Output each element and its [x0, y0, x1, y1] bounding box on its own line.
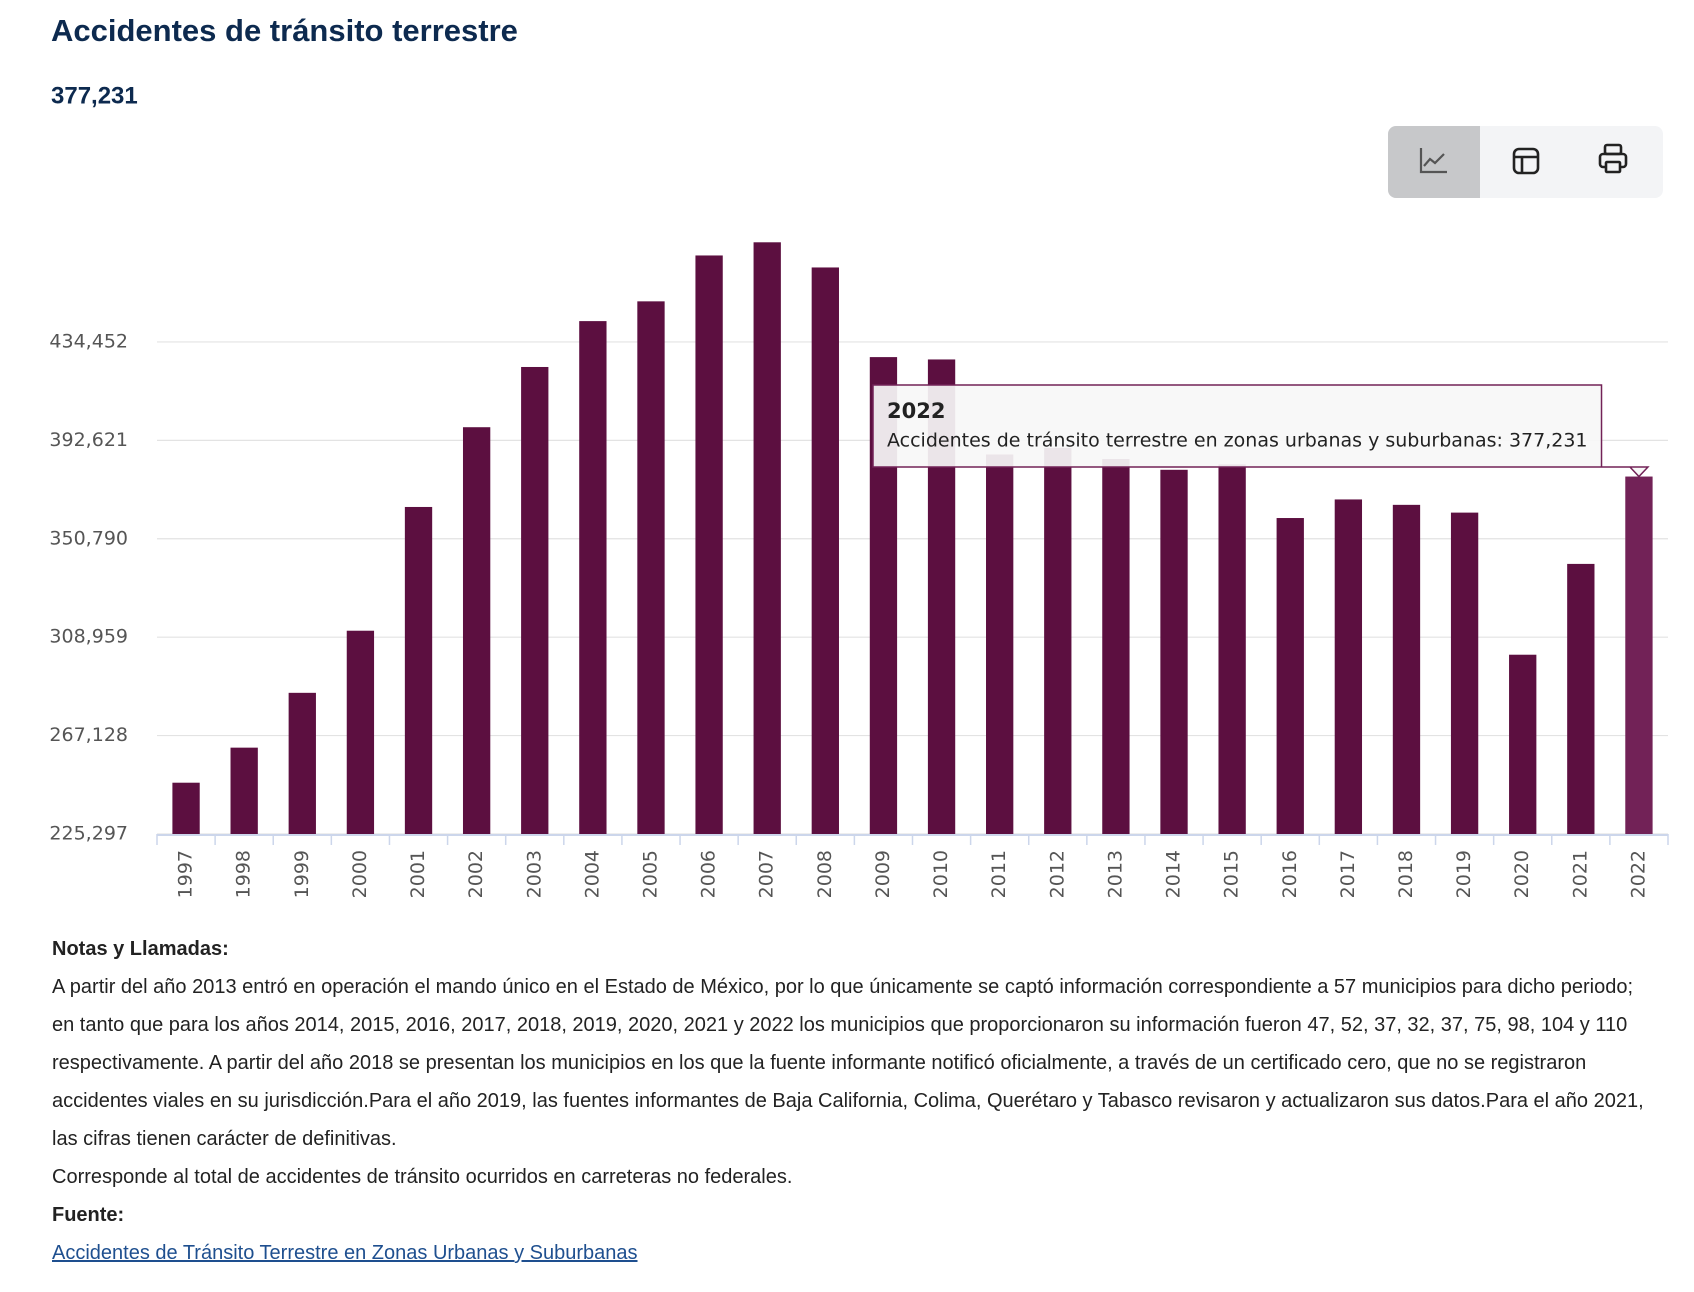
x-tick-label: 2017 — [1337, 850, 1359, 898]
x-tick-label: 2011 — [988, 850, 1010, 898]
chart-title: Accidentes de tránsito terrestre — [51, 13, 518, 48]
x-tick-label: 2007 — [756, 850, 778, 898]
notes-heading: Notas y Llamadas: — [52, 938, 229, 960]
bar — [404, 506, 433, 834]
x-tick-label: 1998 — [233, 850, 255, 898]
notes: Notas y Llamadas: A partir del año 2013 … — [52, 930, 1652, 1272]
chart: Accidentes de tránsito terrestre 377,231… — [49, 13, 1669, 898]
source-heading: Fuente: — [52, 1204, 125, 1226]
bar — [172, 782, 200, 834]
x-tick-label: 2000 — [349, 850, 371, 898]
bar — [1625, 476, 1653, 834]
tooltip-title: 2022 — [887, 399, 945, 423]
toolbar — [1388, 126, 1663, 198]
print-button[interactable] — [1598, 143, 1628, 174]
x-tick-label: 2013 — [1104, 850, 1126, 898]
x-tick-label: 2019 — [1453, 850, 1475, 898]
y-tick-label: 225,297 — [49, 823, 128, 845]
note-paragraph: Corresponde al total de accidentes de tr… — [52, 1166, 793, 1188]
bar — [1160, 469, 1188, 834]
tooltip-text: Accidentes de tránsito terrestre en zona… — [887, 430, 1588, 452]
x-tick-label: 2002 — [465, 850, 487, 898]
bar — [1276, 518, 1304, 834]
y-tick-label: 434,452 — [49, 330, 128, 352]
x-tick-label: 2018 — [1395, 850, 1417, 898]
bar — [579, 321, 607, 834]
bar — [1567, 563, 1595, 834]
bar — [695, 255, 723, 834]
bar — [637, 301, 665, 834]
bar — [753, 242, 781, 834]
tooltip: 2022 Accidentes de tránsito terrestre en … — [872, 384, 1650, 478]
note-paragraph: A partir del año 2013 entró en operación… — [52, 976, 1644, 1150]
x-tick-label: 2001 — [407, 850, 429, 898]
x-tick-label: 2015 — [1221, 850, 1243, 898]
y-tick-label: 308,959 — [49, 626, 128, 648]
x-tick-label: 2010 — [930, 850, 952, 898]
plot-area: 225,297 267,128 308,959 350,790 392,621 434,4… — [49, 242, 1669, 898]
bar — [811, 267, 839, 834]
y-tick-label: 392,621 — [49, 429, 128, 451]
bar — [462, 427, 491, 834]
bar — [521, 366, 549, 834]
table-button[interactable] — [1512, 147, 1540, 175]
headline-value: 377,231 — [51, 82, 138, 109]
x-tick-label: 2006 — [698, 850, 720, 898]
bar — [1334, 499, 1363, 834]
bar — [986, 454, 1014, 834]
bar — [1392, 504, 1421, 834]
x-tick-label: 2009 — [872, 850, 894, 898]
x-tick-label: 1997 — [175, 850, 197, 898]
x-tick-label: 2014 — [1163, 850, 1185, 898]
x-tick-label: 2008 — [814, 850, 836, 898]
bar — [1044, 447, 1072, 834]
x-tick-label: 2021 — [1569, 850, 1591, 898]
x-tick-label: 2016 — [1279, 850, 1301, 898]
bar — [1450, 512, 1479, 834]
x-tick-label: 2004 — [581, 850, 603, 898]
x-tick-label: 2022 — [1627, 850, 1649, 898]
x-tick-label: 2020 — [1511, 850, 1533, 898]
x-tick-label: 1999 — [291, 850, 313, 898]
x-tick-label: 2003 — [523, 850, 545, 898]
y-tick-label: 267,128 — [49, 724, 128, 746]
bar — [288, 692, 316, 834]
source-link[interactable]: Accidentes de Tránsito Terrestre en Zona… — [52, 1242, 638, 1264]
chart-icon — [1419, 148, 1447, 174]
x-tick-label: 2012 — [1046, 850, 1068, 898]
bar — [1218, 464, 1246, 834]
bar — [230, 747, 258, 834]
bar — [1509, 654, 1537, 834]
tooltip-box — [872, 384, 1650, 478]
bar — [346, 630, 375, 834]
x-tick-label: 2005 — [639, 850, 661, 898]
bar — [1102, 458, 1130, 834]
y-tick-label: 350,790 — [49, 527, 128, 549]
